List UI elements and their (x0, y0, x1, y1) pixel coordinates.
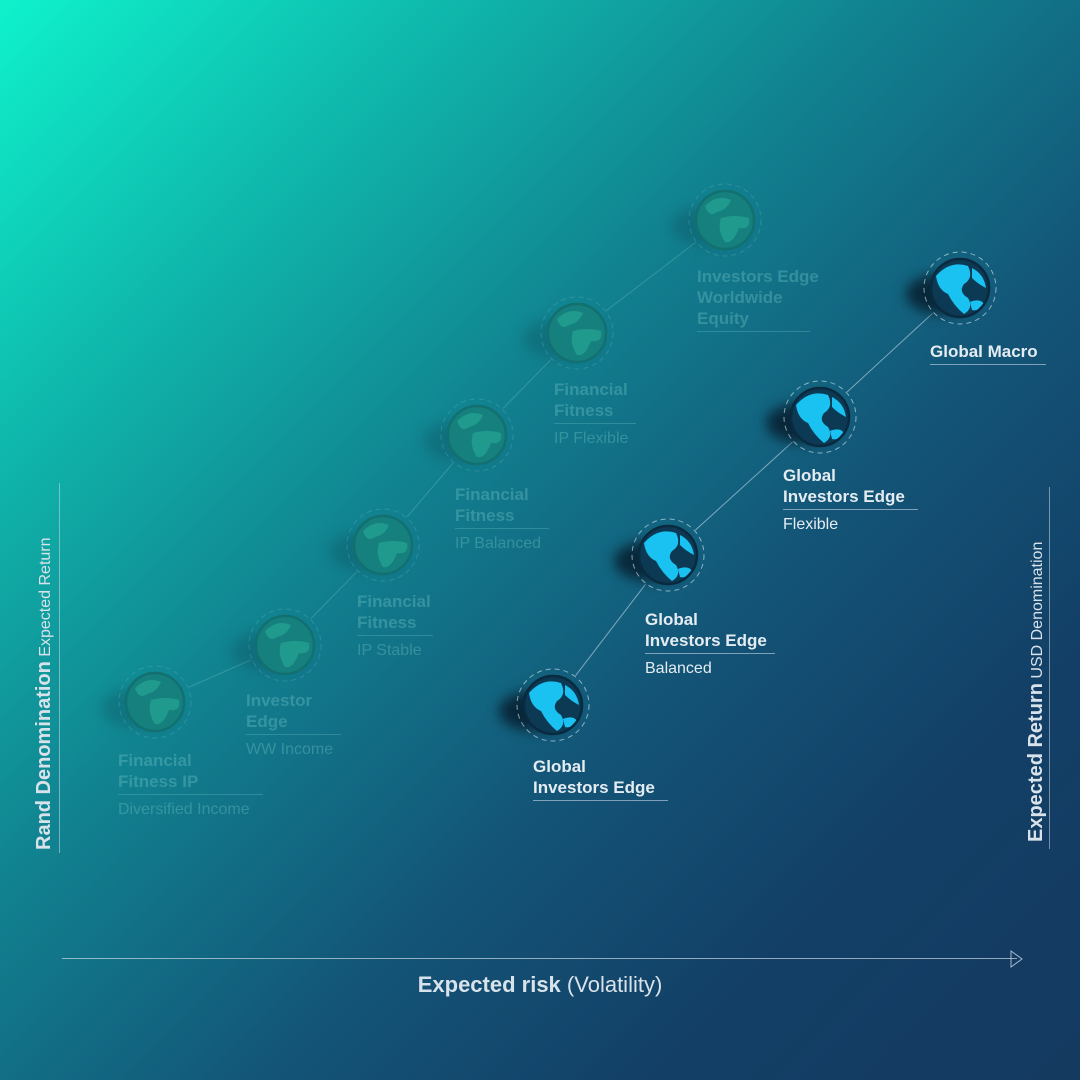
globe-icon (523, 295, 615, 371)
x-axis-title-rest: (Volatility) (566, 972, 663, 997)
left-axis-line (59, 483, 60, 853)
left-axis-title: Rand Denomination Expected Return (33, 537, 56, 850)
fund-name: Financial Fitness (357, 592, 431, 632)
usd-connector (575, 584, 646, 676)
usd-connector (695, 441, 793, 531)
label-divider (455, 528, 549, 529)
label-divider (533, 800, 668, 801)
label-divider (118, 794, 263, 795)
fund-variant: Balanced (645, 660, 712, 677)
rand-connector (310, 571, 358, 619)
fund-name: Global Macro (930, 342, 1038, 361)
x-axis-arrow-icon (1010, 950, 1023, 968)
fund-name: Financial Fitness (455, 485, 529, 525)
globe-icon (499, 667, 591, 743)
fund-name: Investors Edge Worldwide Equity (697, 267, 819, 328)
right-axis-line (1049, 487, 1050, 849)
globe-icon (101, 664, 193, 740)
fund-variant: IP Flexible (554, 430, 629, 447)
rand-fund-label: Financial Fitness IP Balanced (455, 484, 549, 554)
rand-fund-label: Investors Edge Worldwide Equity (697, 266, 819, 336)
right-axis-title-bold: Expected Return (1025, 683, 1047, 842)
usd-connector (846, 312, 934, 393)
fund-name: Global Investors Edge (783, 466, 905, 506)
usd-fund-label: Global Macro (930, 341, 1046, 369)
fund-variant: WW Income (246, 741, 334, 758)
globe-icon (671, 182, 763, 258)
label-divider (783, 509, 918, 510)
x-axis-line (62, 958, 1017, 959)
usd-fund-label: Global Investors Edge Flexible (783, 465, 918, 535)
x-axis-title: Expected risk (Volatility) (0, 972, 1080, 998)
fund-name: Financial Fitness (554, 380, 628, 420)
fund-name: Investor Edge (246, 691, 313, 731)
fund-variant: Flexible (783, 516, 839, 533)
label-divider (357, 635, 433, 636)
label-divider (645, 653, 775, 654)
rand-fund-label: Financial Fitness IP Stable (357, 591, 433, 661)
label-divider (930, 364, 1046, 365)
fund-name: Financial Fitness IP (118, 751, 199, 791)
rand-fund-label: Financial Fitness IP Flexible (554, 379, 636, 449)
fund-variant: IP Balanced (455, 535, 541, 552)
globe-icon (766, 379, 858, 455)
globe-icon (231, 607, 323, 683)
fund-name: Global Investors Edge (533, 757, 655, 797)
left-axis-title-bold: Rand Denomination (33, 661, 55, 850)
usd-fund-label: Global Investors Edge (533, 756, 668, 805)
globe-icon (614, 517, 706, 593)
globe-icon (423, 397, 515, 473)
right-axis-title: Expected Return USD Denomination (1025, 542, 1048, 842)
fund-variant: IP Stable (357, 642, 422, 659)
rand-connector (188, 659, 252, 688)
label-divider (554, 423, 636, 424)
left-axis-title-rest: Expected Return (37, 537, 54, 657)
rand-connector (606, 242, 696, 311)
rand-fund-label: Investor Edge WW Income (246, 690, 341, 760)
globe-icon (329, 507, 421, 583)
fund-name: Global Investors Edge (645, 610, 767, 650)
globe-icon (906, 250, 998, 326)
label-divider (697, 331, 810, 332)
right-axis-title-rest: USD Denomination (1029, 541, 1046, 679)
rand-connector (502, 359, 552, 409)
rand-connector (406, 462, 454, 518)
fund-variant: Diversified Income (118, 801, 250, 818)
usd-fund-label: Global Investors Edge Balanced (645, 609, 775, 679)
rand-fund-label: Financial Fitness IP Diversified Income (118, 750, 263, 820)
label-divider (246, 734, 341, 735)
x-axis-title-bold: Expected risk (417, 972, 561, 997)
